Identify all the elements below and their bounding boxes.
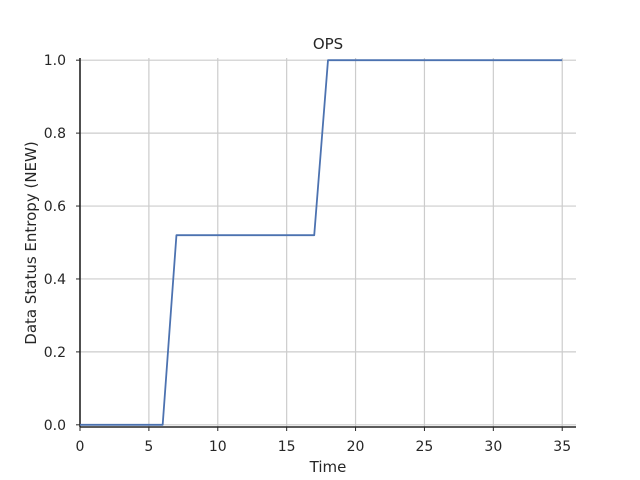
x-tick-label: 10 bbox=[209, 439, 227, 455]
series-layer bbox=[80, 59, 563, 426]
y-tick-label: 0.0 bbox=[44, 418, 66, 434]
grid bbox=[79, 58, 576, 427]
y-tick-label: 0.2 bbox=[44, 345, 66, 361]
series-line bbox=[80, 59, 563, 426]
x-tick-label: 30 bbox=[484, 439, 502, 455]
y-tick-label: 0.4 bbox=[44, 272, 66, 288]
chart-title: OPS bbox=[313, 35, 343, 53]
x-tick-label: 20 bbox=[347, 439, 365, 455]
x-tick-label: 0 bbox=[76, 439, 85, 455]
y-tick-label: 1.0 bbox=[44, 53, 66, 69]
tick-labels: 0 5 10 15 20 25 30 35 0.0 0.2 0.4 0.6 0.8 1.0 bbox=[44, 53, 571, 455]
x-tick-label: 5 bbox=[144, 439, 153, 455]
y-axis-title: Data Status Entropy (NEW) bbox=[22, 141, 40, 344]
y-tick-label: 0.8 bbox=[44, 126, 66, 142]
y-tick-label: 0.6 bbox=[44, 199, 66, 215]
axes bbox=[76, 58, 576, 431]
x-tick-label: 15 bbox=[278, 439, 296, 455]
x-axis-title: Time bbox=[309, 458, 347, 476]
x-tick-label: 35 bbox=[553, 439, 571, 455]
x-tick-label: 25 bbox=[416, 439, 434, 455]
